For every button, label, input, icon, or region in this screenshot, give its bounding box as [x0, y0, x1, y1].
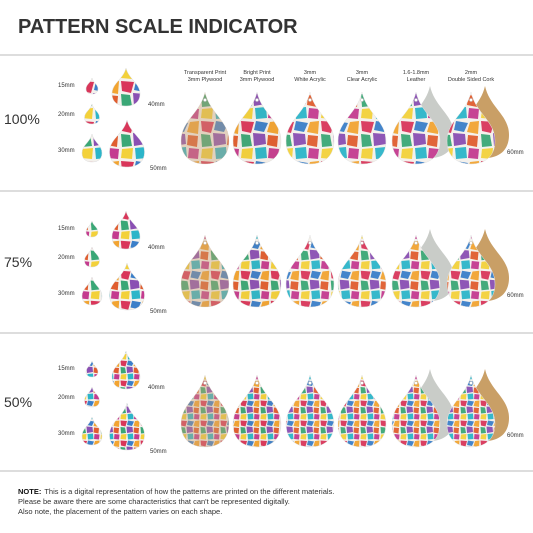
hole	[414, 241, 418, 245]
size-label-large: 60mm	[507, 150, 524, 156]
sample-shape	[81, 416, 103, 446]
sample-shape	[109, 402, 145, 451]
sample-shape	[109, 262, 145, 311]
material-shape	[180, 374, 230, 448]
material-label: 3mm	[356, 70, 369, 76]
hole	[469, 241, 473, 245]
sample-shape	[81, 133, 103, 163]
hole	[255, 381, 259, 385]
hole	[308, 98, 312, 102]
material-shape	[446, 91, 496, 165]
size-label: 30mm	[58, 291, 75, 297]
material-label: Transparent Print	[184, 70, 227, 76]
hole	[469, 98, 473, 102]
hole	[360, 241, 364, 245]
hole	[414, 98, 418, 102]
material-shape	[285, 234, 335, 308]
material-shape	[232, 91, 282, 165]
material-label: White Acrylic	[294, 77, 326, 83]
sample-shape	[111, 350, 141, 390]
size-label: 40mm	[148, 245, 165, 251]
size-label: 15mm	[58, 83, 75, 89]
size-label: 30mm	[58, 431, 75, 437]
material-label: 3mm	[304, 70, 317, 76]
material-shape	[391, 234, 441, 308]
note-line: Also note, the placement of the pattern …	[18, 507, 222, 516]
material-label: 2mm	[465, 70, 478, 76]
size-label: 20mm	[58, 112, 75, 118]
material-shape	[446, 234, 496, 308]
material-shape	[337, 374, 387, 448]
hole	[255, 241, 259, 245]
size-label: 20mm	[58, 255, 75, 261]
hole	[414, 381, 418, 385]
sample-shape	[84, 246, 100, 268]
hole	[255, 98, 259, 102]
size-label: 50mm	[150, 166, 167, 172]
material-shape	[180, 234, 230, 308]
material-shape	[232, 374, 282, 448]
material-label: Leather	[407, 77, 426, 83]
size-label: 40mm	[148, 102, 165, 108]
scale-label: 50%	[4, 394, 32, 410]
material-shape	[337, 234, 387, 308]
scale-label: 100%	[4, 111, 40, 127]
hole	[469, 381, 473, 385]
note: NOTE: This is a digital representation of…	[18, 487, 334, 516]
material-shape	[446, 374, 496, 448]
sample-shape	[111, 210, 141, 250]
sample-shape	[85, 77, 99, 95]
note-label: NOTE:	[18, 487, 41, 496]
material-shape	[232, 234, 282, 308]
material-shape	[391, 374, 441, 448]
size-label: 40mm	[148, 385, 165, 391]
hole	[360, 98, 364, 102]
hole	[308, 381, 312, 385]
hole	[360, 381, 364, 385]
material-shape	[285, 374, 335, 448]
size-label: 20mm	[58, 395, 75, 401]
material-label: Clear Acrylic	[347, 77, 378, 83]
hole	[203, 98, 207, 102]
note-text: This is a digital representation of how …	[44, 487, 334, 496]
title: PATTERN SCALE INDICATOR	[18, 16, 298, 38]
note-line: NOTE: This is a digital representation of…	[18, 487, 334, 496]
material-shape	[337, 91, 387, 165]
material-shape	[180, 91, 230, 165]
sample-shape	[84, 103, 100, 125]
sample-shape	[111, 67, 141, 107]
material-shape	[391, 91, 441, 165]
size-label: 30mm	[58, 148, 75, 154]
hole	[203, 381, 207, 385]
size-label-large: 60mm	[507, 433, 524, 439]
material-shape	[285, 91, 335, 165]
hole	[308, 241, 312, 245]
sample-shape	[81, 276, 103, 306]
sample-shape	[109, 119, 145, 168]
material-label: Bright Print	[243, 70, 271, 76]
size-label: 50mm	[150, 449, 167, 455]
sample-shape	[85, 360, 99, 378]
material-label: 3mm Plywood	[188, 77, 223, 83]
scale-label: 75%	[4, 254, 32, 270]
sample-shape	[85, 220, 99, 238]
material-label: 3mm Plywood	[240, 77, 275, 83]
sample-shape	[84, 386, 100, 408]
hole	[203, 241, 207, 245]
size-label: 15mm	[58, 366, 75, 372]
size-label-large: 60mm	[507, 293, 524, 299]
material-label: 1.6-1.8mm	[403, 70, 430, 76]
note-line: Please be aware there are some character…	[18, 497, 290, 506]
size-label: 15mm	[58, 226, 75, 232]
size-label: 50mm	[150, 309, 167, 315]
material-label: Double Sided Cork	[448, 77, 494, 83]
